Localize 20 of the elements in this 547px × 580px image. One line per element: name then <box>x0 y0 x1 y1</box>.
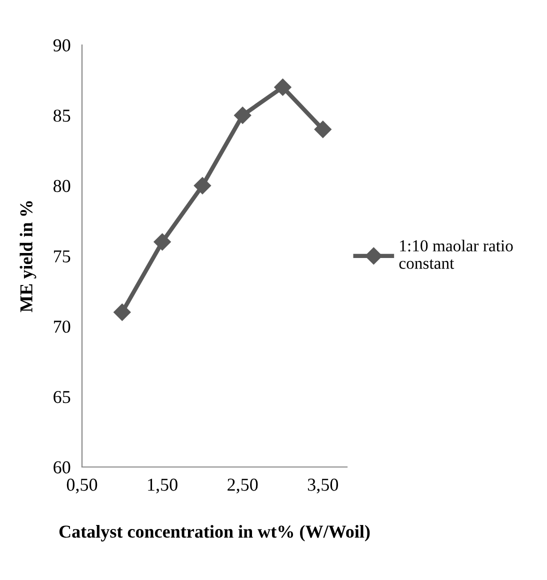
x-tick-label: 0,50 <box>66 478 98 494</box>
point <box>274 78 292 96</box>
y-tick-label: 65 <box>54 390 70 404</box>
x-tick-label: 3,50 <box>308 478 338 494</box>
y-tick-label: 85 <box>54 110 70 122</box>
legend-label: 1:10 maolar ratio constant <box>399 240 513 269</box>
point <box>154 233 171 250</box>
y-tick-label: 90 <box>53 39 70 52</box>
y-tick-label: 60 <box>54 461 70 474</box>
point <box>114 304 131 321</box>
y-tick-label: 75 <box>54 250 70 262</box>
point <box>314 120 332 138</box>
point <box>194 177 212 194</box>
x-tick-label: 2,50 <box>228 478 258 494</box>
y-tick-label: 80 <box>54 180 70 192</box>
point <box>234 106 252 124</box>
y-axis-title: ME yield in % <box>20 201 36 312</box>
x-tick-label: 1,50 <box>148 478 178 494</box>
x-axis-title: Catalyst concentration in wt% (W/Woil) <box>59 525 370 542</box>
y-tick-label: 70 <box>54 320 70 333</box>
